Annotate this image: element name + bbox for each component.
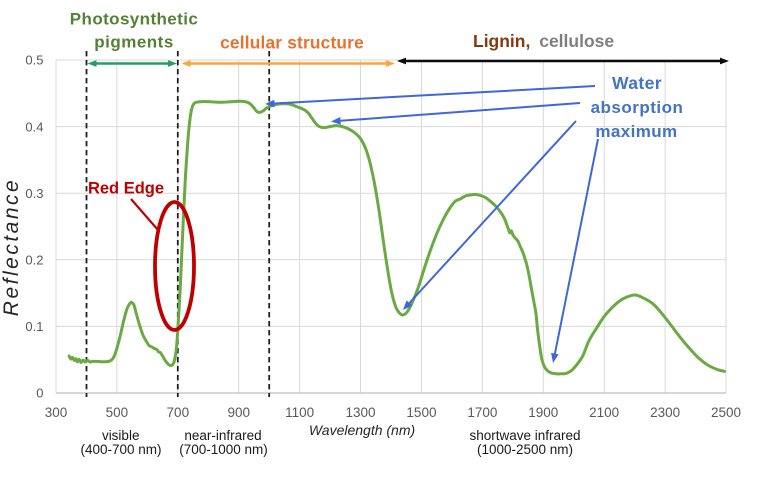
svg-text:0.5: 0.5: [25, 53, 43, 68]
svg-text:1300: 1300: [346, 405, 376, 420]
svg-text:2300: 2300: [650, 405, 680, 420]
svg-text:Reflectance: Reflectance: [0, 178, 23, 316]
svg-text:shortwave infrared: shortwave infrared: [469, 428, 580, 443]
svg-text:(1000-2500 nm): (1000-2500 nm): [477, 442, 573, 457]
svg-text:0.3: 0.3: [25, 186, 43, 201]
svg-text:visible: visible: [102, 428, 140, 443]
svg-text:near-infrared: near-infrared: [184, 428, 261, 443]
svg-text:Water: Water: [612, 73, 662, 93]
svg-text:1100: 1100: [285, 405, 314, 420]
svg-text:Red Edge: Red Edge: [88, 180, 164, 198]
svg-text:1500: 1500: [406, 405, 436, 420]
svg-text:1700: 1700: [467, 405, 497, 420]
svg-text:1900: 1900: [528, 405, 558, 420]
svg-text:maximum: maximum: [595, 122, 677, 141]
svg-text:pigments: pigments: [94, 33, 174, 52]
svg-text:300: 300: [45, 405, 68, 420]
svg-text:0.2: 0.2: [25, 253, 43, 268]
svg-text:Photosynthetic: Photosynthetic: [70, 10, 198, 29]
svg-text:0.1: 0.1: [25, 319, 43, 334]
svg-text:(700-1000 nm): (700-1000 nm): [179, 442, 268, 457]
svg-text:2100: 2100: [589, 405, 619, 420]
svg-text:700: 700: [167, 405, 190, 420]
svg-text:Wavelength (nm): Wavelength (nm): [309, 422, 415, 438]
svg-text:0: 0: [36, 386, 43, 401]
svg-text:2500: 2500: [711, 405, 741, 420]
svg-text:(400-700 nm): (400-700 nm): [80, 442, 161, 457]
svg-text:Lignin, cellulose: Lignin, cellulose: [473, 31, 614, 51]
svg-text:0.4: 0.4: [25, 119, 43, 134]
svg-text:900: 900: [227, 405, 250, 420]
svg-text:cellular structure: cellular structure: [220, 33, 364, 53]
svg-text:500: 500: [106, 405, 129, 420]
svg-text:absorption: absorption: [591, 98, 684, 117]
